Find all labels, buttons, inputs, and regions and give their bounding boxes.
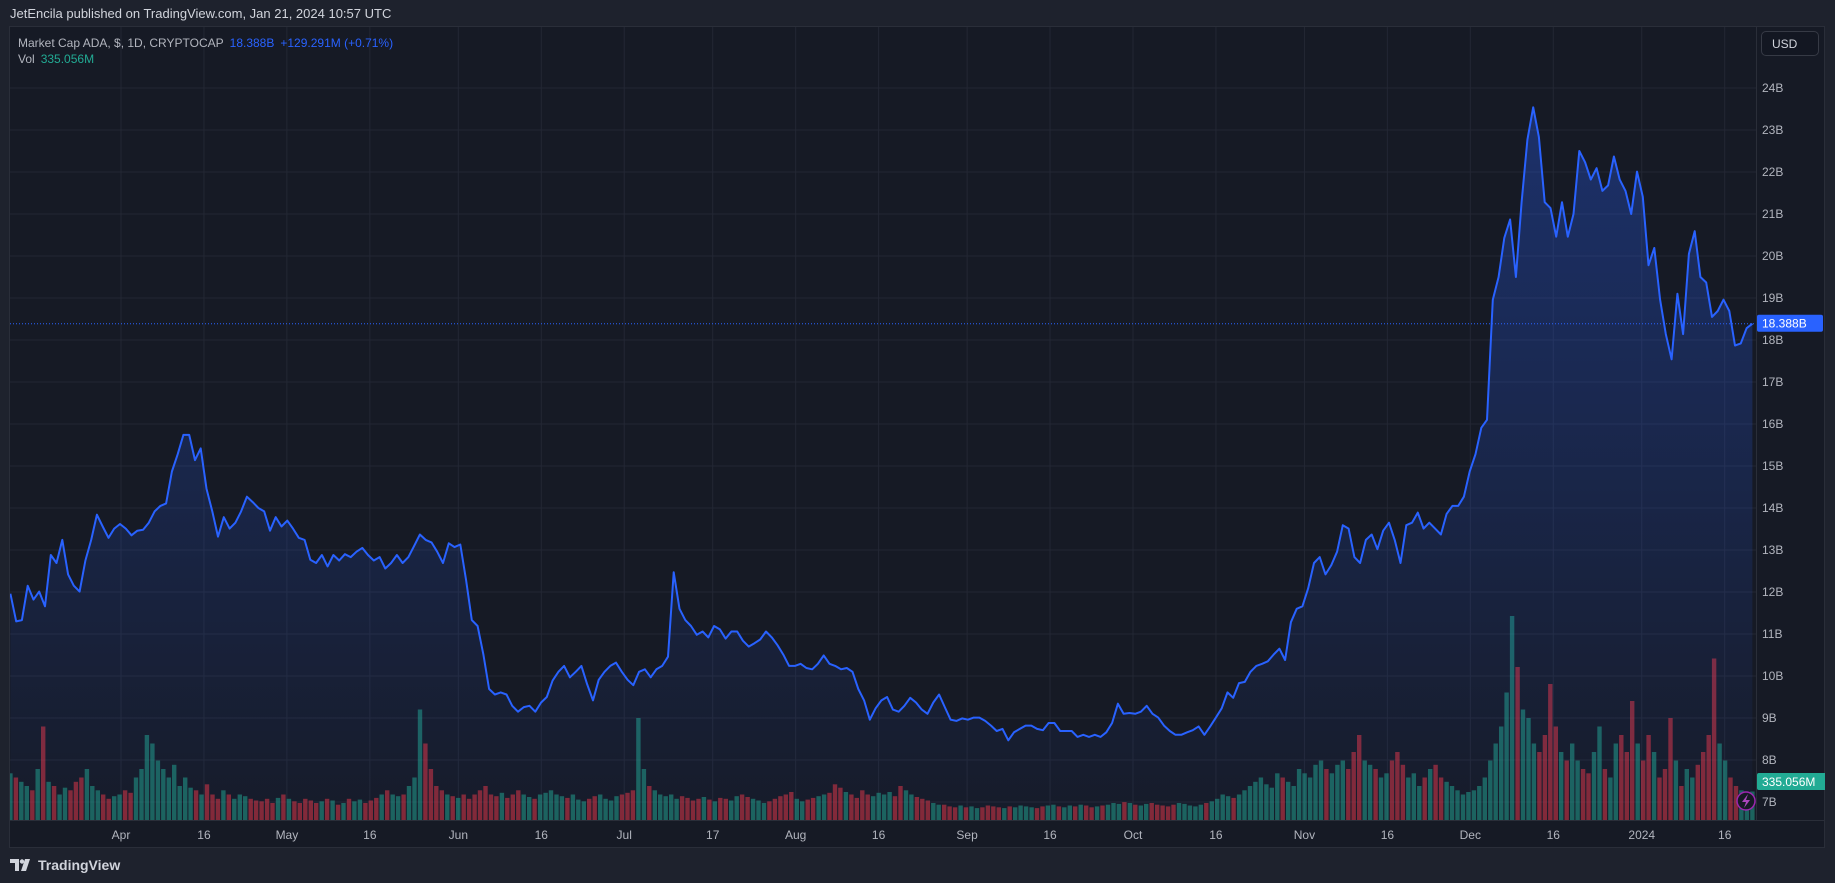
price-tick-label: 24B <box>1762 81 1783 95</box>
price-tick-label: 23B <box>1762 123 1783 137</box>
time-tick-label: 16 <box>1547 828 1561 842</box>
price-tick-label: 12B <box>1762 585 1783 599</box>
time-tick-label: Apr <box>112 828 131 842</box>
price-tick-label: 17B <box>1762 375 1783 389</box>
time-tick-label: Dec <box>1460 828 1481 842</box>
time-tick-label: 16 <box>535 828 549 842</box>
price-tick-label: 9B <box>1762 711 1777 725</box>
tradingview-icon <box>10 859 30 871</box>
time-tick-label: 16 <box>197 828 211 842</box>
price-tick-label: 14B <box>1762 501 1783 515</box>
published-caption: JetEncila published on TradingView.com, … <box>10 6 392 21</box>
price-tick-label: 16B <box>1762 417 1783 431</box>
volume-title[interactable]: Vol <box>18 52 35 66</box>
price-tick-label: 8B <box>1762 753 1777 767</box>
market-cap-line <box>10 106 1754 742</box>
volume-label-badge: 335.056M <box>1757 773 1825 790</box>
last-price-label: 18.388B <box>1762 317 1807 331</box>
price-tick-label: 7B <box>1762 795 1777 809</box>
time-tick-label: 16 <box>1043 828 1057 842</box>
price-tick-label: 21B <box>1762 207 1783 221</box>
volume-value: 335.056M <box>40 52 95 66</box>
time-tick-label: Jun <box>449 828 468 842</box>
time-tick-label: 16 <box>363 828 377 842</box>
change-value: +129.291M (+0.71%) <box>280 36 394 50</box>
currency-button[interactable]: USD <box>1761 31 1819 56</box>
price-tick-label: 19B <box>1762 291 1783 305</box>
price-axis: 7B 8B 9B 10B 11B 12B 13B 14B 15B 16B 17B 18B 19B 20B 2… <box>1762 81 1783 809</box>
time-tick-label: 2024 <box>1628 828 1655 842</box>
price-tick-label: 20B <box>1762 249 1783 263</box>
time-tick-label: Oct <box>1124 828 1143 842</box>
time-tick-label: 16 <box>1209 828 1223 842</box>
time-axis: Apr 16 May 16 Jun 16 Jul 17 Aug 16 Sep 16 Oct 16 Nov 16… <box>112 828 1732 842</box>
time-tick-label: Sep <box>956 828 978 842</box>
time-tick-label: 16 <box>1718 828 1732 842</box>
time-tick-label: 16 <box>1381 828 1395 842</box>
time-tick-label: Nov <box>1294 828 1315 842</box>
price-tick-label: 11B <box>1762 627 1782 641</box>
lightning-icon[interactable] <box>1736 791 1756 811</box>
brand-name: TradingView <box>38 857 121 873</box>
time-tick-label: 16 <box>872 828 886 842</box>
chart-legend: Market Cap ADA, $, 1D, CRYPTOCAP 18.388B +… <box>18 35 393 67</box>
price-tick-label: 10B <box>1762 669 1783 683</box>
price-tick-label: 13B <box>1762 543 1783 557</box>
time-tick-label: 17 <box>706 828 720 842</box>
price-tick-label: 22B <box>1762 165 1783 179</box>
price-tick-label: 18B <box>1762 333 1783 347</box>
market-cap-area <box>10 107 1753 821</box>
time-tick-label: Aug <box>785 828 806 842</box>
symbol-title[interactable]: Market Cap ADA, $, 1D, CRYPTOCAP <box>18 36 224 50</box>
time-tick-label: May <box>276 828 299 842</box>
price-label-badge: 18.388B <box>1757 314 1823 332</box>
last-volume-label: 335.056M <box>1762 775 1815 789</box>
price-axis-border <box>1756 27 1757 821</box>
last-value: 18.388B <box>229 36 275 50</box>
price-chart[interactable]: 7B 8B 9B 10B 11B 12B 13B 14B 15B 16B 17B 18B 19B 20B 2… <box>10 27 1825 847</box>
time-tick-label: Jul <box>617 828 632 842</box>
price-tick-label: 15B <box>1762 459 1783 473</box>
time-axis-border <box>10 820 1825 821</box>
tradingview-logo[interactable]: TradingView <box>10 857 120 873</box>
